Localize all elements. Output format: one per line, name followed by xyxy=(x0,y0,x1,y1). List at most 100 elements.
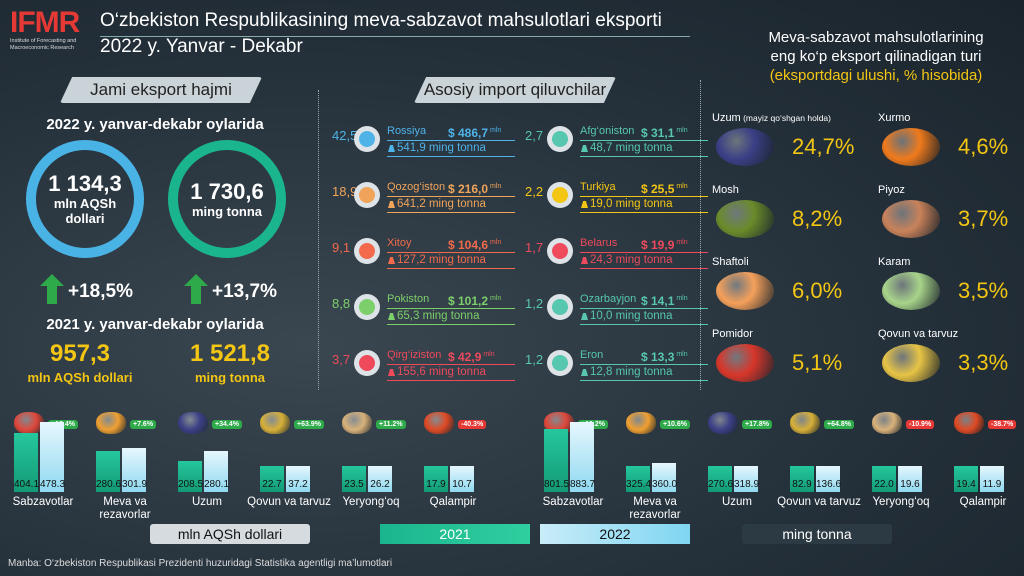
bar-label: 19.4 xyxy=(956,479,976,490)
importer-name: Xitoy xyxy=(387,237,412,249)
title-line-2: 2022 y. Yanvar - Dekabr xyxy=(100,36,303,57)
category-icon xyxy=(872,412,902,434)
importer-underline xyxy=(580,324,708,325)
importer-share: 18,9 xyxy=(332,184,358,199)
category-label: Qovun va tarvuz xyxy=(777,496,861,508)
product-item: Shaftoli 6,0% xyxy=(712,256,862,316)
importer-underline xyxy=(580,252,708,253)
bar-2022: 883.7 xyxy=(570,422,595,492)
importer-name: Turkiya xyxy=(580,181,616,193)
separator xyxy=(318,90,319,390)
flag-icon xyxy=(552,131,568,147)
product-item: Piyoz 3,7% xyxy=(878,184,1024,244)
bar-2021: 17.9 xyxy=(424,466,448,492)
bar-2022: 318.9 xyxy=(734,466,760,492)
importer-row: 1,2 Eron $ 13,3 mln 12,8 ming tonna xyxy=(525,349,725,398)
importer-row: 42,5 Rossiya $ 486,7 mln 541,9 ming tonna xyxy=(332,125,532,174)
weight-icon xyxy=(581,145,588,152)
weight-icon xyxy=(581,257,588,264)
growth-badge: +63.9% xyxy=(294,420,324,429)
importer-underline xyxy=(387,364,515,365)
flag-icon xyxy=(552,243,568,259)
product-share: 3,5% xyxy=(958,278,1009,303)
total-ton-value: 1 730,6 xyxy=(190,178,264,204)
category-icon xyxy=(14,412,44,434)
importer-underline xyxy=(580,364,708,365)
importer-underline xyxy=(580,268,708,269)
prev-ton-value: 1 521,8 xyxy=(189,340,271,367)
importer-name: Belarus xyxy=(580,237,618,249)
importer-flag-disc xyxy=(547,126,573,152)
bar-label: 280.1 xyxy=(204,478,230,490)
bar-2022: 301.9 xyxy=(122,447,147,492)
category-icon xyxy=(96,412,126,434)
product-image xyxy=(716,128,774,166)
prev-usd-value: 957,3 xyxy=(49,340,111,367)
weight-icon xyxy=(581,369,588,376)
importer-flag-disc xyxy=(547,182,573,208)
category-icon xyxy=(790,412,820,434)
product-share: 3,7% xyxy=(958,206,1009,231)
importer-usd: $ 25,5 mln xyxy=(641,182,688,196)
ton-ring: 1 730,6 ming tonna xyxy=(168,140,286,258)
category-label: Qovun va tarvuz xyxy=(247,496,331,508)
bar-label: 17.9 xyxy=(426,479,446,490)
importer-usd: $ 13,3 mln xyxy=(641,350,688,364)
product-name: Qovun va tarvuz xyxy=(878,328,959,340)
product-image xyxy=(716,200,774,238)
category-icon xyxy=(954,412,984,434)
category-label: Yeryong‘oq xyxy=(872,496,930,508)
importer-name: Pokiston xyxy=(387,293,430,305)
weight-icon xyxy=(388,145,395,152)
importer-usd: $ 104,6 mln xyxy=(448,238,502,252)
importer-tons: 19,0 ming tonna xyxy=(590,198,673,210)
ifmr-logo: IFMR Institute of Forecasting and Macroe… xyxy=(10,8,88,64)
bar-label: 208.5 xyxy=(178,478,204,490)
importer-row: 2,7 Afg‘oniston $ 31,1 mln 48,7 ming tonna xyxy=(525,125,725,174)
bar-2021: 22.0 xyxy=(872,466,896,492)
total-usd-value: 1 134,3 xyxy=(48,171,122,196)
bar-label: 404.1 xyxy=(14,478,40,490)
usd-unit-2: dollari xyxy=(65,211,105,226)
bar-label: 22.7 xyxy=(262,479,282,490)
product-name: Pomidor xyxy=(712,328,753,340)
importer-usd: $ 31,1 mln xyxy=(641,126,688,140)
bar-label: 318.9 xyxy=(734,479,760,490)
bar-2021: 325.4 xyxy=(626,466,651,492)
importer-flag-disc xyxy=(354,182,380,208)
bar-label: 19.6 xyxy=(900,479,920,490)
bar-label: 136.6 xyxy=(816,479,842,490)
product-image xyxy=(882,272,940,310)
importer-usd: $ 19,9 mln xyxy=(641,238,688,252)
product-item: Mosh 8,2% xyxy=(712,184,862,244)
product-name: Uzum (mayiz qo‘shgan holda) xyxy=(712,112,831,124)
bar-2022: 280.1 xyxy=(204,451,230,492)
bar-label: 10.7 xyxy=(452,479,472,490)
bar-2022: 360.0 xyxy=(652,463,677,492)
period-2021: 2021 y. yanvar-dekabr oylarida xyxy=(46,316,264,333)
bar-label: 478.3 xyxy=(40,479,66,490)
bar-2021: 23.5 xyxy=(342,466,366,492)
importer-usd: $ 14,1 mln xyxy=(641,294,688,308)
product-image xyxy=(882,128,940,166)
importer-share: 1,2 xyxy=(525,352,544,367)
bar-label: 280.6 xyxy=(96,478,122,490)
category-label: Uzum xyxy=(721,496,753,508)
legend-unit-ton: ming tonna xyxy=(742,524,892,544)
product-share: 6,0% xyxy=(792,278,843,303)
importer-tons: 10,0 ming tonna xyxy=(590,310,673,322)
importer-underline xyxy=(387,268,515,269)
up-arrow-icon xyxy=(40,274,64,304)
products-title-2: eng ko‘p eksport qilinadigan turi xyxy=(770,48,982,65)
growth-badge: +34.4% xyxy=(212,420,242,429)
importer-usd: $ 216,0 mln xyxy=(448,182,502,196)
importer-usd-unit: mln xyxy=(488,127,502,134)
category-label: Meva va rezavorlar xyxy=(99,496,151,521)
category-icon xyxy=(626,412,656,434)
importer-usd-unit: mln xyxy=(674,127,688,134)
category-icon xyxy=(708,412,738,434)
legend-unit-usd: mln AQSh dollari xyxy=(150,524,310,544)
importer-row: 3,7 Qirg‘iziston $ 42,9 mln 155,6 ming tonn… xyxy=(332,349,532,398)
importer-flag-disc xyxy=(547,294,573,320)
bar-2021: 280.6 xyxy=(96,450,122,492)
